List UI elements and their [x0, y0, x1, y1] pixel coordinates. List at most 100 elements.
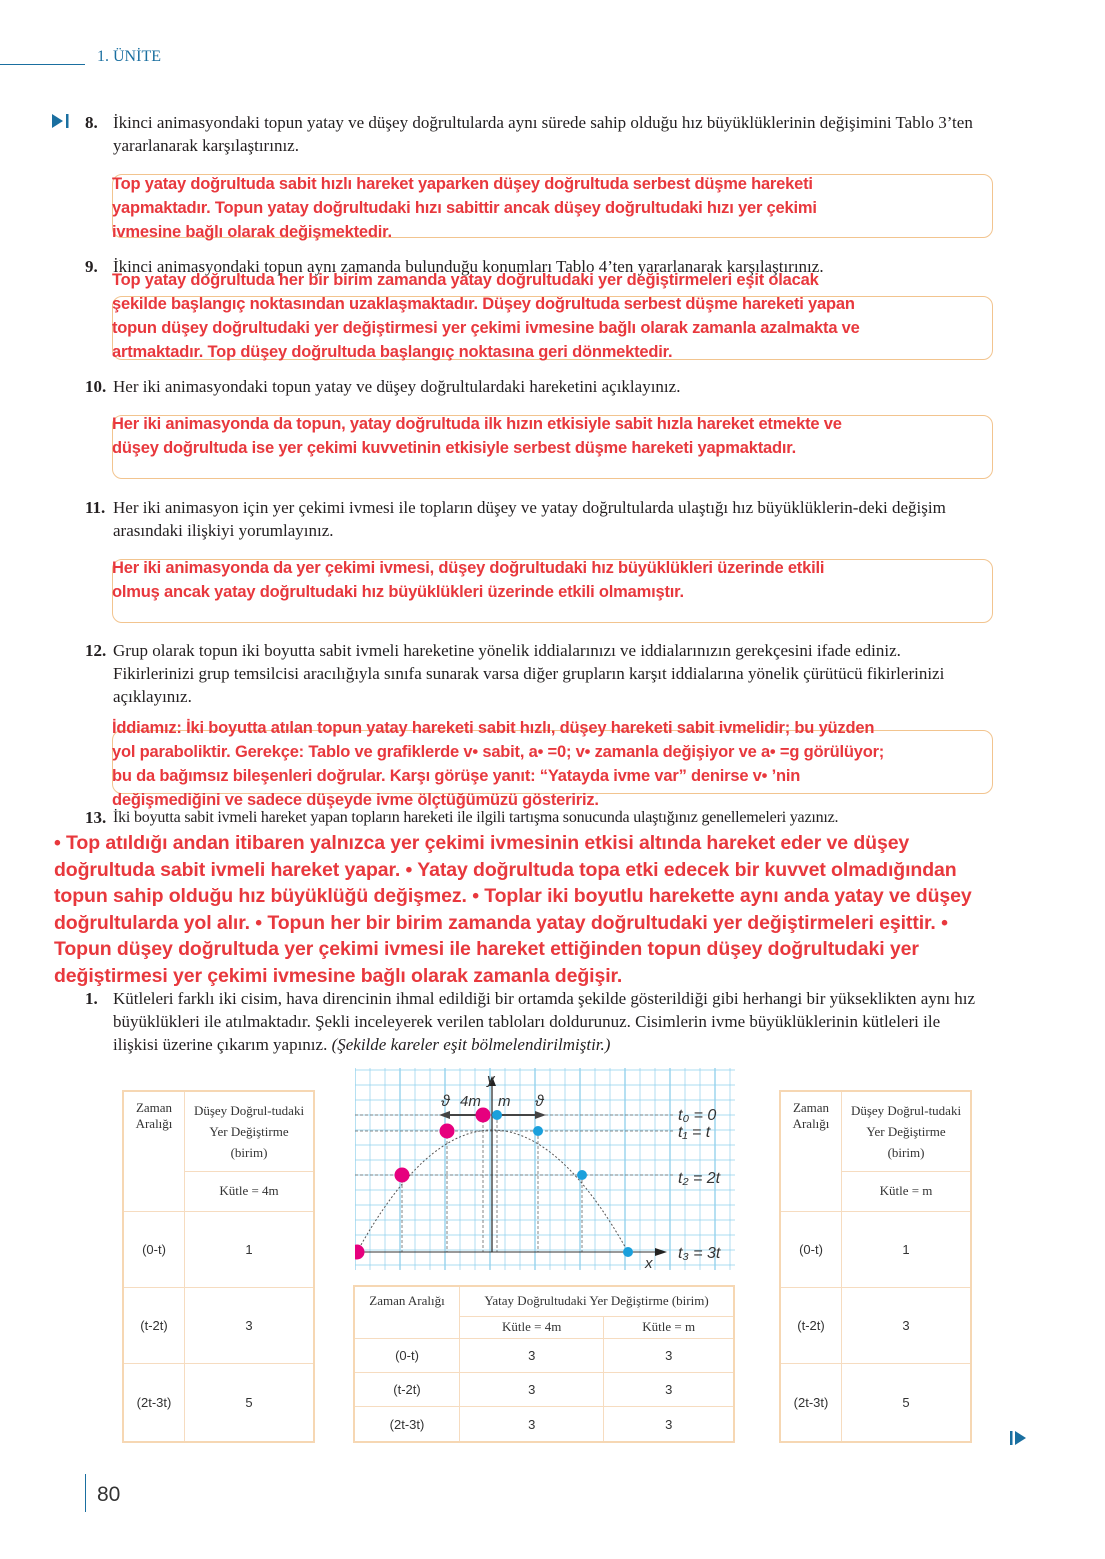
question-12: 12. Grup olarak topun iki boyutta sabit …	[85, 639, 995, 708]
answer-box-10[interactable]	[112, 415, 993, 479]
cell-interval: (2t-3t)	[122, 1362, 185, 1443]
question-text: İkinci animasyondaki topun yatay ve düşe…	[113, 113, 973, 155]
answer-9: Top yatay doğrultuda her bir birim zaman…	[112, 268, 860, 364]
question-1: 1. Kütleleri farklı iki cisim, hava dire…	[85, 987, 995, 1056]
velocity-label-left: ϑ	[441, 1093, 451, 1110]
question-number: 12.	[85, 641, 107, 660]
answer-line: • Top atıldığı andan itibaren yalnızca y…	[54, 832, 910, 854]
x-axis-arrow	[655, 1248, 667, 1256]
page-number: 80	[97, 1483, 121, 1506]
answer-box-11[interactable]	[112, 559, 993, 623]
question-text: İki boyutta sabit ivmeli hareket yapan t…	[113, 809, 839, 826]
answer-line: İddiamız: İki boyutta atılan topun yatay…	[112, 719, 875, 737]
light-ball	[623, 1247, 633, 1257]
cell-interval: (t-2t)	[122, 1286, 185, 1364]
cell-value[interactable]: 3	[603, 1406, 735, 1443]
answer-line: Top yatay doğrultuda her bir birim zaman…	[112, 271, 819, 289]
answer-line: şekilde başlangıç noktasından uzaklaşmak…	[112, 295, 855, 313]
question-text: İkinci animasyondaki topun aynı zamanda …	[113, 257, 824, 276]
answer-box-12[interactable]	[112, 730, 993, 794]
cell-value[interactable]: 1	[841, 1210, 972, 1288]
answer-8: Top yatay doğrultuda sabit hızlı hareket…	[112, 172, 817, 244]
answer-12: İddiamız: İki boyutta atılan topun yatay…	[112, 716, 884, 812]
cell-interval: (2t-3t)	[779, 1362, 842, 1443]
answer-line: Topun düşey doğrultuda yer çekimi ivmesi…	[54, 938, 919, 960]
play-icon[interactable]	[52, 114, 70, 134]
answer-line: artmaktadır. Top düşey doğrultuda başlan…	[112, 343, 673, 361]
question-9: 9. İkinci animasyondaki topun aynı zaman…	[85, 255, 995, 278]
question-number: 8.	[85, 113, 98, 132]
question-13: 13. İki boyutta sabit ivmeli hareket yap…	[85, 806, 995, 829]
mass-label-light: m	[498, 1093, 511, 1110]
question-note: (Şekilde kareler eşit bölmelendirilmişti…	[331, 1035, 611, 1054]
heavy-ball	[355, 1244, 365, 1260]
answer-box-9[interactable]	[112, 296, 993, 360]
cell-value[interactable]: 3	[603, 1337, 735, 1373]
cell-interval: (0-t)	[122, 1210, 185, 1288]
header-time-interval: Zaman Aralığı	[353, 1285, 460, 1339]
cell-value[interactable]: 5	[184, 1362, 315, 1443]
question-number: 1.	[85, 989, 98, 1008]
light-ball	[577, 1170, 587, 1180]
x-axis-label: x	[644, 1255, 653, 1270]
cell-value[interactable]: 3	[458, 1406, 605, 1443]
question-number: 10.	[85, 377, 107, 396]
left-vertical-table: Zaman Aralığı Düşey Doğrul-tudaki Yer De…	[122, 1090, 315, 1443]
question-number: 9.	[85, 257, 98, 276]
answer-line: düşey doğrultuda ise yer çekimi kuvvetin…	[112, 439, 796, 457]
answer-box-8[interactable]	[112, 174, 993, 238]
answer-line: yapmaktadır. Topun yatay doğrultudaki hı…	[112, 199, 817, 217]
header-vertical-displacement: Düşey Doğrul-tudaki Yer Değiştirme (biri…	[184, 1090, 315, 1172]
unit-title: 1. ÜNİTE	[97, 48, 161, 65]
time-label-t1: t₁ = t	[678, 1124, 711, 1141]
question-11: 11. Her iki animasyon için yer çekimi iv…	[85, 496, 995, 542]
cell-interval: (t-2t)	[779, 1286, 842, 1364]
time-label-t0: t₀ = 0	[678, 1107, 716, 1124]
heavy-ball	[475, 1107, 491, 1123]
answer-line: ivmesine bağlı olarak değişmektedir.	[112, 223, 392, 241]
cell-value[interactable]: 3	[458, 1371, 605, 1408]
horizontal-displacement-table: Zaman Aralığı Yatay Doğrultudaki Yer Değ…	[353, 1285, 735, 1443]
answer-line: Her iki animasyonda da topun, yatay doğr…	[112, 415, 842, 433]
answer-line: değiştirmesi yer çekimi ivmesine bağlı o…	[54, 964, 623, 987]
y-axis-arrow	[488, 1076, 496, 1086]
question-8: 8. İkinci animasyondaki topun yatay ve d…	[85, 111, 995, 157]
header-mass-4m: Kütle = 4m	[458, 1315, 605, 1339]
right-vertical-table: Zaman Aralığı Düşey Doğrul-tudaki Yer De…	[779, 1090, 972, 1443]
cell-value[interactable]: 3	[458, 1337, 605, 1373]
arrow-head	[535, 1111, 546, 1119]
cell-interval: (0-t)	[353, 1337, 460, 1373]
answer-line: topun sahip olduğu hız büyüklüğü değişme…	[54, 885, 972, 907]
footer-rule	[85, 1474, 86, 1512]
header-time-interval: Zaman Aralığı	[122, 1090, 185, 1212]
cell-value[interactable]: 3	[603, 1371, 735, 1408]
cell-value[interactable]: 5	[841, 1362, 972, 1443]
question-text: Her iki animasyondaki topun yatay ve düş…	[113, 377, 681, 396]
cell-value[interactable]: 1	[184, 1210, 315, 1288]
question-text: Her iki animasyon için yer çekimi ivmesi…	[113, 498, 946, 540]
header-time-interval: Zaman Aralığı	[779, 1090, 842, 1212]
cell-interval: (0-t)	[779, 1210, 842, 1288]
question-number: 11.	[85, 498, 106, 517]
answer-line: değişmediğini ve sadece düşeyde ivme ölç…	[112, 791, 599, 809]
y-axis-label: y	[486, 1071, 496, 1088]
trajectory-figure: y x ϑ ϑ 4m m t₀ = 0t₁ = t t₂ = 2t t₃ = 3t	[355, 1068, 735, 1270]
answer-11: Her iki animasyonda da yer çekimi ivmesi…	[112, 556, 824, 604]
heavy-ball	[394, 1167, 410, 1183]
cell-value[interactable]: 3	[184, 1286, 315, 1364]
answer-line: Top yatay doğrultuda sabit hızlı hareket…	[112, 175, 813, 193]
trajectory-path	[356, 1129, 629, 1253]
question-10: 10. Her iki animasyondaki topun yatay ve…	[85, 375, 995, 398]
light-ball	[492, 1110, 502, 1120]
answer-line: yol paraboliktir. Gerekçe: Tablo ve graf…	[112, 743, 885, 761]
time-label-t2: t₂ = 2t	[678, 1170, 721, 1187]
arrow-head	[439, 1111, 450, 1119]
answer-line: olmuş ancak yatay doğrultudaki hız büyük…	[112, 583, 684, 601]
question-number: 13.	[85, 808, 107, 827]
header-mass: Kütle = m	[841, 1170, 972, 1212]
answer-10: Her iki animasyonda da topun, yatay doğr…	[112, 412, 842, 460]
time-label-t3: t₃ = 3t	[678, 1245, 721, 1262]
cell-value[interactable]: 3	[841, 1286, 972, 1364]
cell-interval: (t-2t)	[353, 1371, 460, 1408]
next-icon[interactable]	[1010, 1431, 1028, 1451]
